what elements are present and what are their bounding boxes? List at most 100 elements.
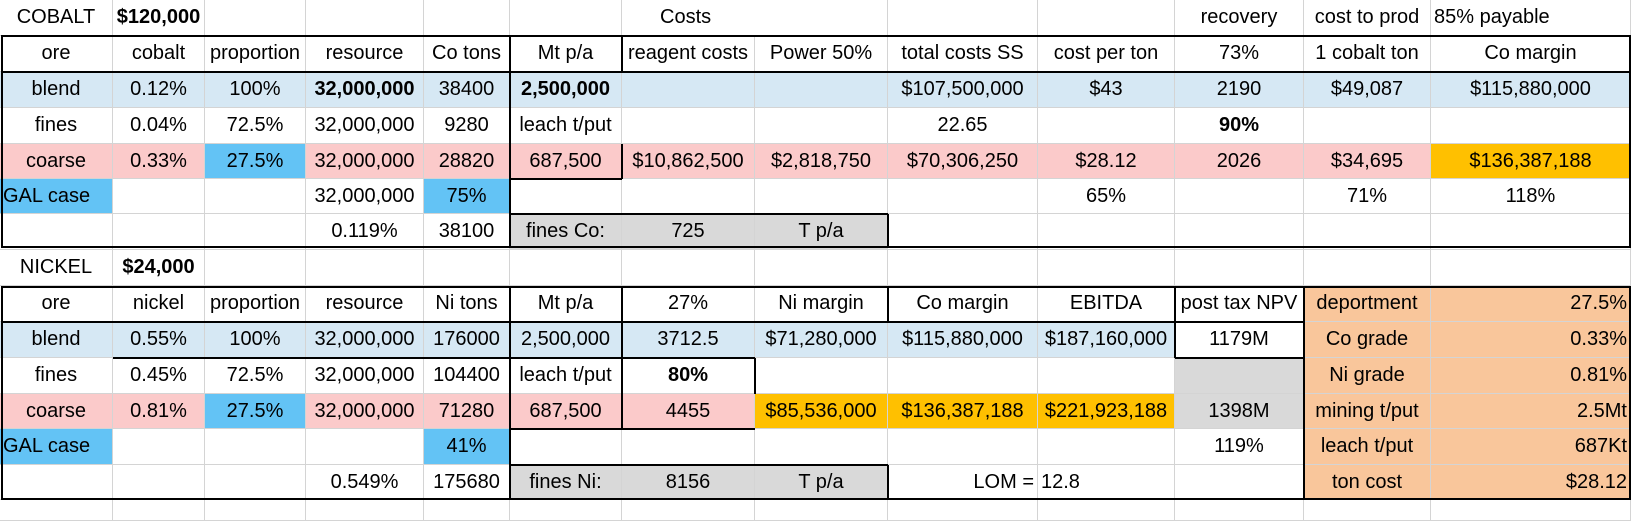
cobalt-total-c4[interactable]: 38100 xyxy=(424,214,510,250)
nickel-header-27-5[interactable]: 27.5% xyxy=(1431,286,1631,322)
cobalt-total-c2[interactable] xyxy=(205,214,306,250)
cost-to-prod-label[interactable]: cost to prod xyxy=(1304,0,1431,36)
cobalt-fines-c6[interactable] xyxy=(622,108,755,144)
cobalt-gal-case-c10[interactable] xyxy=(1175,179,1304,214)
empty-cell[interactable] xyxy=(1304,250,1431,286)
cobalt-fines-c4[interactable]: 9280 xyxy=(424,108,510,144)
nickel-total-c6[interactable]: 8156 xyxy=(622,465,755,500)
cobalt-total-c10[interactable] xyxy=(1175,214,1304,250)
cobalt-fines-c10[interactable]: 90% xyxy=(1175,108,1304,144)
cobalt-total-c12[interactable] xyxy=(1431,214,1631,250)
nickel-total-c9[interactable]: 12.8 xyxy=(1038,465,1175,500)
nickel-gal-case-c8[interactable] xyxy=(888,429,1038,465)
cobalt-fines-c2[interactable]: 72.5% xyxy=(205,108,306,144)
cobalt-blend-c4[interactable]: 38400 xyxy=(424,72,510,108)
payable-label[interactable]: 85% payable xyxy=(1431,0,1631,36)
cobalt-header-mt-p-a[interactable]: Mt p/a xyxy=(510,36,622,72)
nickel-fines-c4[interactable]: 104400 xyxy=(424,358,510,394)
cobalt-gal-case-c1[interactable] xyxy=(113,179,205,214)
nickel-gal-case-c0[interactable]: GAL case xyxy=(0,429,113,465)
nickel-header-nickel[interactable]: nickel xyxy=(113,286,205,322)
cobalt-total-c7[interactable]: T p/a xyxy=(755,214,888,250)
nickel-coarse-c10[interactable]: 1398M xyxy=(1175,394,1304,429)
nickel-total-c10[interactable] xyxy=(1175,465,1304,500)
nickel-fines-c2[interactable]: 72.5% xyxy=(205,358,306,394)
empty-cell[interactable] xyxy=(888,250,1038,286)
nickel-coarse-c9[interactable]: $221,923,188 xyxy=(1038,394,1175,429)
nickel-coarse-c0[interactable]: coarse xyxy=(0,394,113,429)
nickel-fines-c0[interactable]: fines xyxy=(0,358,113,394)
cobalt-gal-case-c3[interactable]: 32,000,000 xyxy=(306,179,424,214)
empty-cell[interactable] xyxy=(510,250,622,286)
cobalt-total-c0[interactable] xyxy=(0,214,113,250)
nickel-total-c2[interactable] xyxy=(205,465,306,500)
cobalt-total-c6[interactable]: 725 xyxy=(622,214,755,250)
nickel-blend-c5[interactable]: 2,500,000 xyxy=(510,322,622,358)
nickel-fines-c5[interactable]: leach t/put xyxy=(510,358,622,394)
cobalt-coarse-c10[interactable]: 2026 xyxy=(1175,144,1304,179)
cobalt-gal-case-c5[interactable] xyxy=(510,179,622,214)
cobalt-header-reagent-costs[interactable]: reagent costs xyxy=(622,36,755,72)
nickel-fines-c6[interactable]: 80% xyxy=(622,358,755,394)
nickel-fines-c1[interactable]: 0.45% xyxy=(113,358,205,394)
cobalt-coarse-c7[interactable]: $2,818,750 xyxy=(755,144,888,179)
nickel-coarse-c3[interactable]: 32,000,000 xyxy=(306,394,424,429)
recovery-label[interactable]: recovery xyxy=(1175,0,1304,36)
cobalt-total-c8[interactable] xyxy=(888,214,1038,250)
nickel-blend-c2[interactable]: 100% xyxy=(205,322,306,358)
nickel-total-c7[interactable]: T p/a xyxy=(755,465,888,500)
empty-cell[interactable] xyxy=(1038,500,1175,521)
nickel-blend-c3[interactable]: 32,000,000 xyxy=(306,322,424,358)
nickel-header-ore[interactable]: ore xyxy=(0,286,113,322)
cobalt-gal-case-c12[interactable]: 118% xyxy=(1431,179,1631,214)
cobalt-gal-case-c0[interactable]: GAL case xyxy=(0,179,113,214)
cobalt-total-c1[interactable] xyxy=(113,214,205,250)
cobalt-coarse-c4[interactable]: 28820 xyxy=(424,144,510,179)
cobalt-header-cobalt[interactable]: cobalt xyxy=(113,36,205,72)
cobalt-gal-case-c4[interactable]: 75% xyxy=(424,179,510,214)
nickel-total-c4[interactable]: 175680 xyxy=(424,465,510,500)
nickel-coarse-c8[interactable]: $136,387,188 xyxy=(888,394,1038,429)
empty-cell[interactable] xyxy=(306,0,424,36)
nickel-fines-c9[interactable] xyxy=(1038,358,1175,394)
cobalt-blend-c12[interactable]: $115,880,000 xyxy=(1431,72,1631,108)
cobalt-gal-case-c7[interactable] xyxy=(755,179,888,214)
nickel-coarse-c12[interactable]: 2.5Mt xyxy=(1431,394,1631,429)
cobalt-fines-c5[interactable]: leach t/put xyxy=(510,108,622,144)
cobalt-blend-c7[interactable] xyxy=(755,72,888,108)
nickel-coarse-c7[interactable]: $85,536,000 xyxy=(755,394,888,429)
cobalt-blend-c2[interactable]: 100% xyxy=(205,72,306,108)
cobalt-total-c9[interactable] xyxy=(1038,214,1175,250)
cobalt-blend-c5[interactable]: 2,500,000 xyxy=(510,72,622,108)
nickel-header-ni-margin[interactable]: Ni margin xyxy=(755,286,888,322)
nickel-fines-c10[interactable] xyxy=(1175,358,1304,394)
empty-cell[interactable] xyxy=(424,500,510,521)
cobalt-fines-c1[interactable]: 0.04% xyxy=(113,108,205,144)
nickel-total-c5[interactable]: fines Ni: xyxy=(510,465,622,500)
nickel-coarse-c1[interactable]: 0.81% xyxy=(113,394,205,429)
cobalt-fines-c11[interactable] xyxy=(1304,108,1431,144)
nickel-header-mt-p-a[interactable]: Mt p/a xyxy=(510,286,622,322)
empty-cell[interactable] xyxy=(113,500,205,521)
empty-cell[interactable] xyxy=(755,250,888,286)
nickel-blend-c7[interactable]: $71,280,000 xyxy=(755,322,888,358)
cobalt-header-73[interactable]: 73% xyxy=(1175,36,1304,72)
cobalt-coarse-c1[interactable]: 0.33% xyxy=(113,144,205,179)
cobalt-blend-c6[interactable] xyxy=(622,72,755,108)
nickel-gal-case-c3[interactable] xyxy=(306,429,424,465)
empty-cell[interactable] xyxy=(0,500,113,521)
nickel-coarse-c5[interactable]: 687,500 xyxy=(510,394,622,429)
nickel-gal-case-c5[interactable] xyxy=(510,429,622,465)
nickel-blend-c9[interactable]: $187,160,000 xyxy=(1038,322,1175,358)
nickel-gal-case-c4[interactable]: 41% xyxy=(424,429,510,465)
empty-cell[interactable] xyxy=(1038,250,1175,286)
empty-cell[interactable] xyxy=(205,250,306,286)
cobalt-header-co-tons[interactable]: Co tons xyxy=(424,36,510,72)
cobalt-header-ore[interactable]: ore xyxy=(0,36,113,72)
nickel-fines-c7[interactable] xyxy=(755,358,888,394)
nickel-coarse-c2[interactable]: 27.5% xyxy=(205,394,306,429)
costs-label[interactable]: Costs xyxy=(622,0,888,36)
cobalt-coarse-c3[interactable]: 32,000,000 xyxy=(306,144,424,179)
cobalt-fines-c0[interactable]: fines xyxy=(0,108,113,144)
